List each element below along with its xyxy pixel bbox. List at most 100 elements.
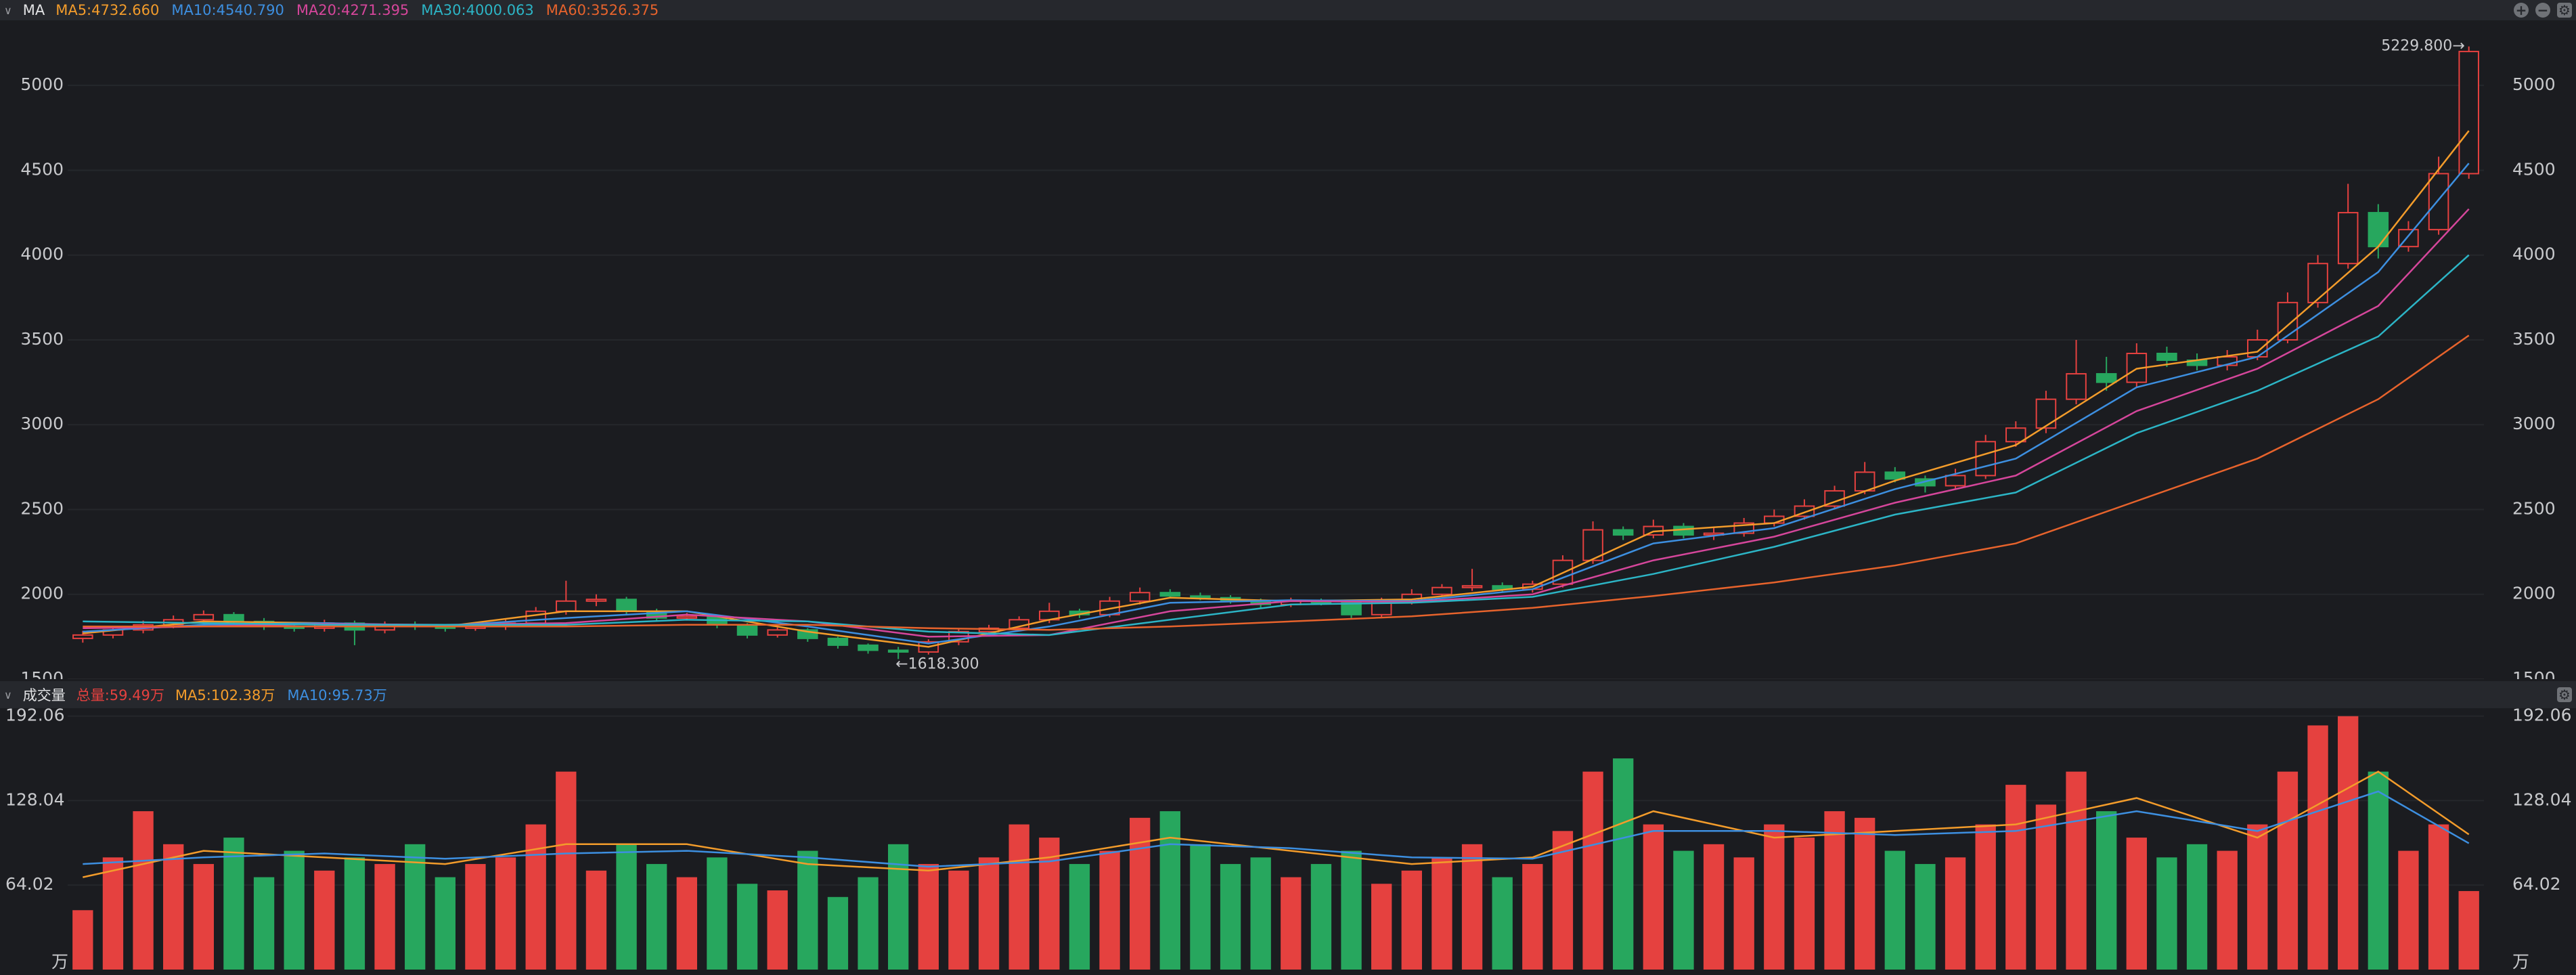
volume-bar bbox=[2368, 771, 2389, 970]
volume-bar bbox=[2307, 725, 2328, 970]
volume-bar bbox=[2186, 844, 2208, 970]
volume-bar bbox=[1794, 838, 1815, 970]
volume-bar bbox=[314, 870, 335, 970]
volume-bar bbox=[2458, 891, 2479, 970]
candle bbox=[1612, 526, 1634, 540]
candle bbox=[374, 621, 395, 634]
candle-body bbox=[2277, 301, 2299, 341]
candle-body bbox=[887, 649, 909, 653]
volume-bar bbox=[736, 884, 758, 970]
candle-body bbox=[1975, 441, 1996, 477]
volume-bar bbox=[1855, 817, 1875, 970]
volume-bar bbox=[72, 910, 93, 970]
volume-bar bbox=[918, 864, 939, 970]
ma-legend-item: MA5:4732.660 bbox=[55, 2, 160, 18]
candle bbox=[1129, 587, 1151, 605]
candle bbox=[2217, 349, 2238, 371]
ma-line bbox=[83, 790, 2470, 868]
volume-bar bbox=[1099, 850, 1120, 970]
volume-bar bbox=[1613, 758, 1634, 970]
volume-bar bbox=[1461, 844, 1483, 970]
volume-bar bbox=[2126, 838, 2147, 970]
candle-body bbox=[2458, 51, 2479, 175]
candle-body bbox=[1190, 595, 1211, 599]
minus-button[interactable]: − bbox=[2535, 3, 2550, 18]
candle bbox=[767, 627, 788, 638]
candle bbox=[2277, 292, 2299, 343]
candle bbox=[1854, 462, 1875, 494]
candle-body bbox=[2035, 398, 2057, 429]
candle-body bbox=[2247, 339, 2268, 358]
y-tick-label-right: 2000 bbox=[2512, 584, 2556, 603]
candle-body bbox=[556, 600, 577, 612]
volume-bar bbox=[858, 877, 879, 970]
ma-line bbox=[83, 130, 2470, 648]
volume-bar bbox=[2066, 771, 2087, 970]
volume-bar bbox=[2277, 771, 2299, 970]
volume-header: ∨ 成交量 总量:59.49万 MA5:102.38万 MA10:95.73万 ⚙ bbox=[0, 681, 2576, 708]
volume-total: 总量:59.49万 bbox=[76, 687, 164, 703]
candle bbox=[556, 580, 577, 615]
candle bbox=[2005, 421, 2026, 447]
volume-bar bbox=[1522, 864, 1543, 970]
candle bbox=[1341, 601, 1362, 618]
volume-bar bbox=[585, 870, 607, 970]
volume-bar bbox=[1945, 857, 1966, 970]
candle-body bbox=[2337, 212, 2359, 265]
y-tick-label-right: 3000 bbox=[2512, 414, 2556, 433]
volume-bar bbox=[193, 864, 214, 970]
volume-bar bbox=[1673, 850, 1694, 970]
volume-bar bbox=[1703, 844, 1725, 970]
candle-body bbox=[72, 634, 93, 639]
volume-bar bbox=[1250, 857, 1271, 970]
candle bbox=[2368, 204, 2389, 259]
y-tick-label-right: 4500 bbox=[2512, 159, 2556, 179]
candle-body bbox=[1129, 592, 1151, 602]
volume-bar bbox=[556, 771, 577, 970]
volume-bar bbox=[978, 857, 1000, 970]
y-tick-label: 4500 bbox=[20, 159, 64, 179]
volume-bar bbox=[646, 864, 667, 970]
settings-button[interactable]: ⚙ bbox=[2557, 3, 2572, 18]
volume-bar bbox=[1975, 824, 1996, 970]
collapse-caret[interactable]: ∨ bbox=[4, 3, 12, 17]
candle bbox=[2337, 183, 2359, 269]
y-tick-label: 3000 bbox=[20, 414, 64, 433]
candle-body bbox=[2307, 263, 2328, 303]
indicator-name[interactable]: MA bbox=[22, 2, 45, 18]
volume-bar bbox=[1764, 824, 1785, 970]
volume-bar bbox=[616, 844, 637, 970]
candle bbox=[887, 647, 909, 659]
volume-bar bbox=[102, 857, 124, 970]
volume-bar bbox=[2398, 850, 2419, 970]
ma-line bbox=[83, 254, 2470, 636]
y-tick-label: 2000 bbox=[20, 584, 64, 603]
candle-body bbox=[1945, 475, 1966, 487]
candle-body bbox=[2005, 427, 2026, 443]
y-tick-label-right: 3500 bbox=[2512, 329, 2556, 349]
ma-legend-item: MA60:3526.375 bbox=[546, 2, 659, 18]
volume-bar bbox=[1824, 811, 1845, 970]
volume-bar bbox=[284, 850, 305, 970]
volume-ma-legend-item: MA10:95.73万 bbox=[287, 687, 387, 703]
volume-bar bbox=[1884, 850, 1905, 970]
candle bbox=[1552, 555, 1574, 588]
candle bbox=[2035, 391, 2057, 433]
volume-bar bbox=[1341, 850, 1362, 970]
volume-bar bbox=[435, 877, 456, 970]
pane-clip bbox=[0, 679, 2576, 681]
candle-body bbox=[858, 644, 879, 651]
y-tick-label: 128.04 bbox=[5, 789, 64, 809]
candle bbox=[1975, 435, 1996, 479]
ma-line bbox=[83, 162, 2470, 645]
candle bbox=[2066, 339, 2087, 405]
settings-button[interactable]: ⚙ bbox=[2557, 687, 2572, 702]
ma-legend-item: MA10:4540.790 bbox=[171, 2, 284, 18]
add-button[interactable]: + bbox=[2514, 3, 2529, 18]
candle-body bbox=[1884, 471, 1906, 480]
candle-body bbox=[223, 613, 244, 622]
collapse-caret[interactable]: ∨ bbox=[4, 688, 12, 701]
candle-body bbox=[2095, 373, 2117, 383]
volume-bar bbox=[676, 877, 697, 970]
